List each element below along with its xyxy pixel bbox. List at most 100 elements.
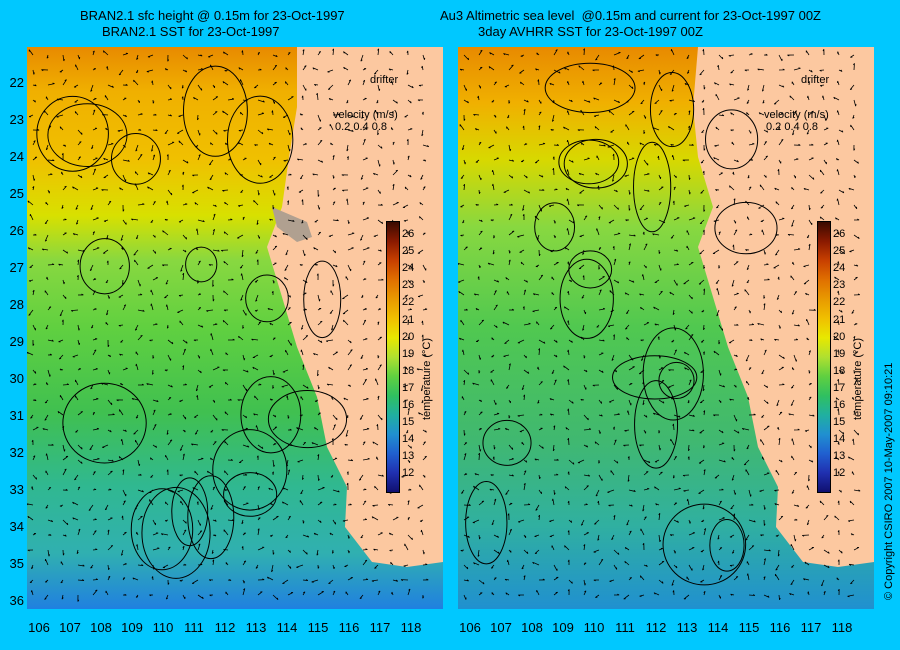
current-arrow [808,383,812,386]
current-arrow [268,487,274,491]
current-arrow [578,65,585,71]
current-arrow [269,534,274,537]
current-arrow [106,234,109,240]
current-arrow [760,338,765,341]
current-arrow [32,369,37,374]
current-arrow [162,264,169,267]
current-arrow [329,532,334,536]
current-arrow [377,414,383,421]
current-arrow [152,369,154,375]
current-arrow [671,579,675,586]
current-arrow [523,470,527,476]
current-arrow [241,546,244,551]
current-arrow [774,503,780,506]
current-arrow [853,489,861,492]
current-arrow [577,129,585,132]
current-arrow [853,63,855,71]
current-arrow [92,338,98,341]
current-arrow [32,339,35,346]
current-arrow [317,320,323,326]
current-arrow [287,307,291,311]
current-arrow [808,459,814,463]
current-arrow [669,69,675,75]
x-axis-tick-label: 113 [245,620,267,635]
current-arrow [538,99,542,104]
current-arrow [194,470,199,476]
current-arrow [72,233,79,236]
current-arrow [152,323,158,326]
current-arrow [372,441,379,446]
current-arrow [507,513,510,521]
current-arrow [197,293,202,296]
current-arrow [312,173,319,176]
current-arrow [90,84,94,92]
left-title-line2: BRAN2.1 SST for 23-Oct-1997 [102,24,280,39]
current-arrow [580,109,585,116]
current-arrow [361,114,364,119]
current-arrow [553,306,558,311]
current-arrow [808,308,816,311]
current-arrow [77,174,83,179]
current-arrow [703,144,706,151]
current-arrow [793,471,798,476]
current-arrow [791,81,795,86]
current-arrow [32,533,37,536]
current-arrow [302,234,308,240]
current-arrow [478,428,482,431]
current-arrow [401,474,409,478]
current-arrow [30,590,34,596]
current-arrow [162,230,169,236]
current-arrow [272,156,276,161]
colorbar-tick-label: 22 [833,296,846,309]
current-arrow [538,489,543,495]
current-arrow [853,378,858,386]
current-arrow [548,204,555,208]
current-arrow [362,397,369,401]
current-arrow [271,564,274,573]
current-arrow [713,414,720,417]
current-arrow [150,474,154,478]
y-axis-tick-label: 31 [9,408,24,423]
current-arrow [195,228,199,236]
current-arrow [316,93,319,101]
current-arrow [658,560,665,566]
x-axis-tick-label: 107 [59,620,81,635]
current-arrow [793,158,799,161]
current-arrow [850,124,855,131]
current-arrow [639,575,645,581]
current-arrow [568,399,574,404]
current-arrow [837,290,840,296]
current-arrow [658,399,665,404]
current-arrow [673,487,681,491]
current-arrow [120,234,124,241]
current-arrow [374,378,379,386]
x-axis-tick-label: 108 [90,620,112,635]
current-arrow [343,51,349,56]
current-arrow [193,339,199,342]
current-arrow [807,95,810,101]
current-arrow [76,549,79,555]
current-arrow [803,578,810,581]
current-arrow [535,504,540,511]
current-arrow [362,278,367,281]
current-arrow [463,54,470,61]
current-arrow [271,471,274,476]
current-arrow [673,279,678,286]
current-arrow [32,383,37,386]
current-arrow [167,489,174,493]
current-arrow [212,414,218,421]
current-arrow [92,530,97,536]
current-arrow [373,69,379,75]
current-arrow [106,309,109,316]
current-arrow [332,155,335,161]
current-arrow [167,397,172,401]
current-arrow [377,262,382,266]
sea-level-contour [185,246,218,283]
current-arrow [272,234,277,238]
current-arrow [463,516,470,521]
current-arrow [167,339,174,345]
current-arrow [837,559,840,566]
current-arrow [703,84,706,90]
current-arrow [317,127,322,131]
current-arrow [77,368,82,371]
